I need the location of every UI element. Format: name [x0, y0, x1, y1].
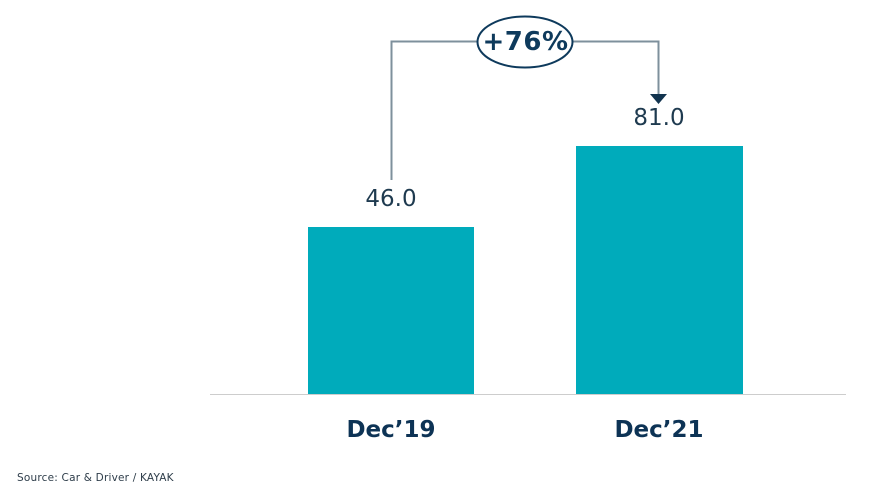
- category-label-dec21: Dec’21: [614, 417, 704, 443]
- arrow-down-icon: [650, 94, 667, 104]
- growth-annotation-label: +76%: [482, 27, 569, 57]
- source-note: Source: Car & Driver / KAYAK: [17, 472, 174, 484]
- value-label-dec19: 46.0: [365, 186, 417, 212]
- category-label-dec19: Dec’19: [346, 417, 436, 443]
- bar-dec21: [576, 146, 743, 394]
- bar-dec19: [308, 227, 474, 394]
- value-label-dec21: 81.0: [633, 105, 685, 131]
- x-axis-line: [210, 394, 846, 395]
